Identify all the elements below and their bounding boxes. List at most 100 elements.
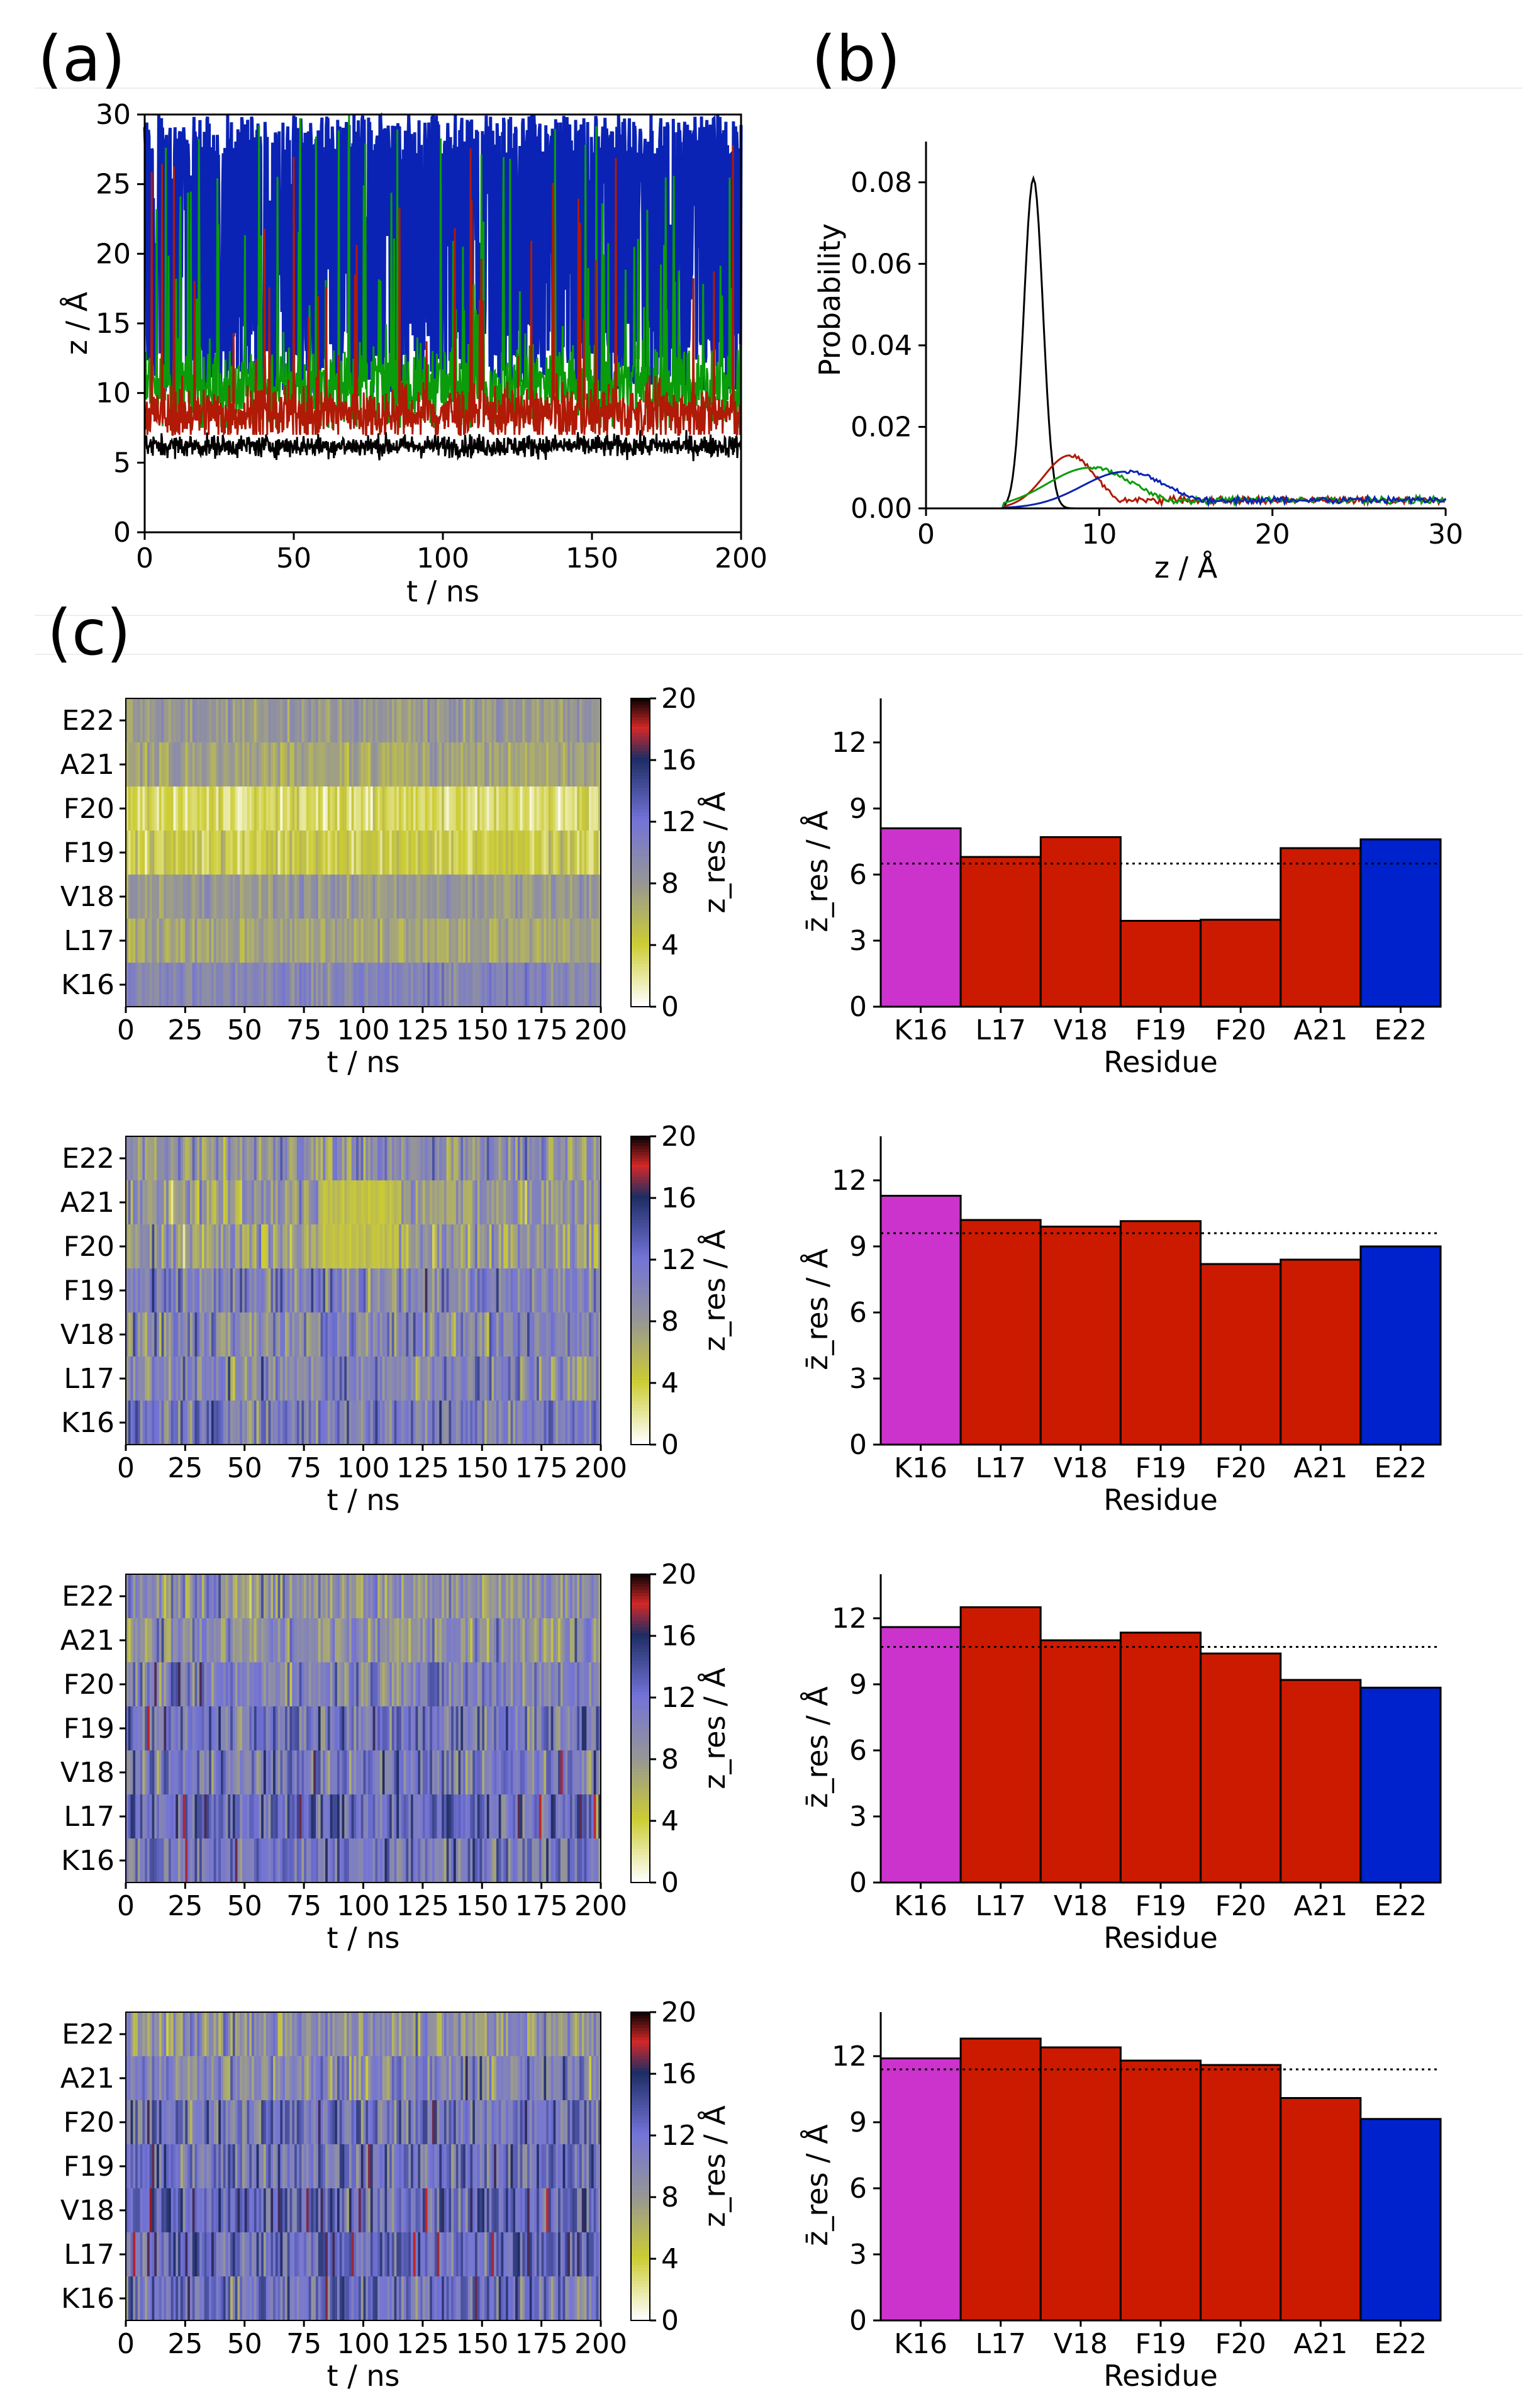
heatmap-cell — [401, 1618, 405, 1662]
heatmap-cell — [347, 1750, 350, 1794]
heatmap-cell — [306, 2276, 310, 2320]
heatmap-cell — [159, 1838, 162, 1883]
heatmap-cell — [247, 831, 250, 875]
heatmap-cell — [453, 1750, 457, 1794]
heatmap-cell — [494, 1662, 497, 1706]
heatmap-cell — [157, 1662, 160, 1706]
heatmap-cell — [282, 875, 286, 919]
heatmap-cell — [170, 1136, 174, 1180]
heatmap-cell — [538, 698, 542, 742]
heatmap-cell — [308, 1180, 312, 1224]
heatmap-cell — [301, 1357, 304, 1401]
heatmap-cell — [503, 919, 506, 963]
heatmap-cell — [249, 1224, 252, 1268]
heatmap-cell — [470, 1268, 473, 1312]
heatmap-cell — [178, 1706, 181, 1750]
heatmap-cell — [472, 1838, 476, 1883]
heatmap-cell — [304, 1180, 307, 1224]
heatmap-cell — [180, 1794, 184, 1838]
heatmap-cell — [332, 1180, 335, 1224]
heatmap-cell — [460, 1662, 464, 1706]
heatmap-cell — [546, 831, 549, 875]
heatmap-cell — [503, 1357, 506, 1401]
heatmap-cell — [330, 831, 333, 875]
heatmap-cell — [268, 1618, 271, 1662]
heatmap-cell — [218, 1574, 221, 1618]
heatmap-cell — [259, 831, 262, 875]
heatmap-cell — [194, 2276, 198, 2320]
heatmap-cell — [296, 1706, 300, 1750]
heatmap-cell — [377, 786, 381, 831]
heatmap-cell — [442, 1401, 445, 1445]
heatmap-cell — [529, 963, 533, 1007]
heatmap-cell — [375, 1706, 378, 1750]
heatmap-cell — [339, 1357, 343, 1401]
colorbar-step — [631, 1654, 650, 1658]
heatmap-cell — [170, 1618, 174, 1662]
heatmap-cell — [415, 1268, 418, 1312]
heatmap-cell — [249, 1750, 252, 1794]
heatmap-cell — [546, 1401, 549, 1445]
heatmap-cell — [596, 875, 599, 919]
x-tick-label: 200 — [574, 1890, 627, 1922]
heatmap-cell — [403, 1312, 407, 1357]
heatmap-cell — [318, 1224, 321, 1268]
heatmap-cell — [335, 1618, 338, 1662]
heatmap-cell — [189, 919, 193, 963]
heatmap-cell — [427, 831, 430, 875]
heatmap-cell — [304, 786, 307, 831]
heatmap-cell — [263, 1618, 267, 1662]
heatmap-cell — [252, 1706, 255, 1750]
heatmap-cell — [149, 831, 153, 875]
heatmap-cell — [494, 1224, 497, 1268]
heatmap-cell — [372, 875, 376, 919]
heatmap-cell — [223, 2276, 226, 2320]
heatmap-cell — [199, 1574, 203, 1618]
heatmap-cell — [216, 1401, 219, 1445]
heatmap-cell — [320, 1750, 323, 1794]
colorbar-tick-label: 0 — [661, 1867, 679, 1899]
y-axis-label: z̄_res / Å — [800, 810, 834, 932]
heatmap-cell — [455, 786, 459, 831]
colorbar-step — [631, 929, 650, 933]
y-tick-label: 6 — [849, 1735, 867, 1767]
heatmap-cell — [351, 1662, 355, 1706]
colorbar-step — [631, 812, 650, 816]
heatmap-cell — [201, 1838, 205, 1883]
heatmap-cell — [510, 1574, 513, 1618]
heatmap-cell — [403, 875, 407, 919]
heatmap-cell — [534, 963, 537, 1007]
heatmap-cell — [349, 742, 352, 786]
heatmap-cell — [280, 742, 283, 786]
heatmap-cell — [339, 742, 343, 786]
heatmap-cell — [401, 1401, 405, 1445]
heatmap-cell — [318, 1357, 321, 1401]
heatmap-cell — [201, 1312, 205, 1357]
heatmap-cell — [351, 698, 355, 742]
heatmap-cell — [403, 1574, 407, 1618]
heatmap-cell — [365, 1180, 369, 1224]
heatmap-cell — [249, 963, 252, 1007]
heatmap-cell — [316, 698, 319, 742]
colorbar-frame — [630, 1136, 650, 1445]
heatmap-cell — [306, 698, 310, 742]
heatmap-cell — [465, 2276, 469, 2320]
x-tick-label: 100 — [337, 1452, 390, 1484]
heatmap-cell — [189, 875, 193, 919]
heatmap-cell — [211, 963, 215, 1007]
heatmap-cell — [225, 698, 228, 742]
x-tick-label: V18 — [1054, 1014, 1108, 1046]
heatmap-cell — [434, 1312, 438, 1357]
heatmap-cell — [358, 1794, 362, 1838]
heatmap-cell — [527, 1401, 530, 1445]
heatmap-cell — [284, 1136, 288, 1180]
heatmap-cell — [387, 1268, 390, 1312]
colorbar-step — [631, 1596, 650, 1599]
heatmap-cell — [534, 1750, 537, 1794]
heatmap-cell — [455, 875, 459, 919]
heatmap-cell — [584, 1794, 587, 1838]
heatmap-cell — [522, 1706, 525, 1750]
heatmap-cell — [294, 1662, 298, 1706]
heatmap-cell — [216, 1574, 219, 1618]
x-tick-label: 20 — [1255, 518, 1290, 551]
